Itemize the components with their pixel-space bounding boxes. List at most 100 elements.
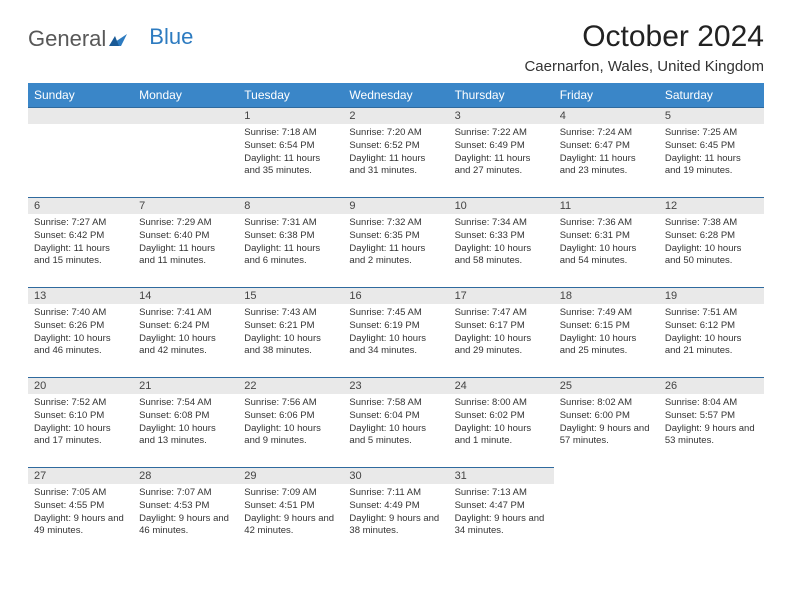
- day-header-row: SundayMondayTuesdayWednesdayThursdayFrid…: [28, 83, 764, 107]
- day-details: Sunrise: 7:13 AMSunset: 4:47 PMDaylight:…: [449, 484, 554, 544]
- day-cell: 4Sunrise: 7:24 AMSunset: 6:47 PMDaylight…: [554, 107, 659, 197]
- sunset-line: Sunset: 6:04 PM: [349, 410, 442, 423]
- daylight-line: Daylight: 9 hours and 49 minutes.: [34, 513, 127, 539]
- daylight-line: Daylight: 10 hours and 13 minutes.: [139, 423, 232, 449]
- sunset-line: Sunset: 6:35 PM: [349, 230, 442, 243]
- day-number: 23: [343, 377, 448, 394]
- day-number: 14: [133, 287, 238, 304]
- day-cell: 5Sunrise: 7:25 AMSunset: 6:45 PMDaylight…: [659, 107, 764, 197]
- day-number: 25: [554, 377, 659, 394]
- day-number: 13: [28, 287, 133, 304]
- day-number: 22: [238, 377, 343, 394]
- day-number: 15: [238, 287, 343, 304]
- day-cell: 29Sunrise: 7:09 AMSunset: 4:51 PMDayligh…: [238, 467, 343, 557]
- sunrise-line: Sunrise: 7:25 AM: [665, 127, 758, 140]
- calendar-table: SundayMondayTuesdayWednesdayThursdayFrid…: [28, 83, 764, 557]
- sunrise-line: Sunrise: 7:34 AM: [455, 217, 548, 230]
- sunset-line: Sunset: 6:28 PM: [665, 230, 758, 243]
- day-details: Sunrise: 8:00 AMSunset: 6:02 PMDaylight:…: [449, 394, 554, 454]
- day-details: Sunrise: 7:34 AMSunset: 6:33 PMDaylight:…: [449, 214, 554, 274]
- daylight-line: Daylight: 9 hours and 46 minutes.: [139, 513, 232, 539]
- day-number: 28: [133, 467, 238, 484]
- day-number: 24: [449, 377, 554, 394]
- sunrise-line: Sunrise: 7:20 AM: [349, 127, 442, 140]
- sunrise-line: Sunrise: 8:02 AM: [560, 397, 653, 410]
- daylight-line: Daylight: 10 hours and 50 minutes.: [665, 243, 758, 269]
- empty-day-bar: [133, 107, 238, 124]
- day-number: 29: [238, 467, 343, 484]
- sunrise-line: Sunrise: 7:49 AM: [560, 307, 653, 320]
- week-row: 1Sunrise: 7:18 AMSunset: 6:54 PMDaylight…: [28, 107, 764, 197]
- location-text: Caernarfon, Wales, United Kingdom: [524, 58, 764, 75]
- sunrise-line: Sunrise: 7:09 AM: [244, 487, 337, 500]
- daylight-line: Daylight: 11 hours and 6 minutes.: [244, 243, 337, 269]
- daylight-line: Daylight: 9 hours and 34 minutes.: [455, 513, 548, 539]
- sunrise-line: Sunrise: 7:32 AM: [349, 217, 442, 230]
- daylight-line: Daylight: 9 hours and 57 minutes.: [560, 423, 653, 449]
- sunset-line: Sunset: 6:33 PM: [455, 230, 548, 243]
- day-cell: 26Sunrise: 8:04 AMSunset: 5:57 PMDayligh…: [659, 377, 764, 467]
- day-number: 27: [28, 467, 133, 484]
- day-header-tuesday: Tuesday: [238, 83, 343, 107]
- day-cell: 28Sunrise: 7:07 AMSunset: 4:53 PMDayligh…: [133, 467, 238, 557]
- day-cell: 8Sunrise: 7:31 AMSunset: 6:38 PMDaylight…: [238, 197, 343, 287]
- day-number: 17: [449, 287, 554, 304]
- day-cell: 15Sunrise: 7:43 AMSunset: 6:21 PMDayligh…: [238, 287, 343, 377]
- sunset-line: Sunset: 6:42 PM: [34, 230, 127, 243]
- sunrise-line: Sunrise: 7:58 AM: [349, 397, 442, 410]
- daylight-line: Daylight: 11 hours and 35 minutes.: [244, 153, 337, 179]
- empty-day-cell: [133, 107, 238, 197]
- day-number: 9: [343, 197, 448, 214]
- sunrise-line: Sunrise: 7:36 AM: [560, 217, 653, 230]
- sunrise-line: Sunrise: 7:54 AM: [139, 397, 232, 410]
- day-header-friday: Friday: [554, 83, 659, 107]
- day-number: 1: [238, 107, 343, 124]
- day-cell: 22Sunrise: 7:56 AMSunset: 6:06 PMDayligh…: [238, 377, 343, 467]
- day-details: Sunrise: 7:27 AMSunset: 6:42 PMDaylight:…: [28, 214, 133, 274]
- sunset-line: Sunset: 6:00 PM: [560, 410, 653, 423]
- sunset-line: Sunset: 6:12 PM: [665, 320, 758, 333]
- day-cell: 12Sunrise: 7:38 AMSunset: 6:28 PMDayligh…: [659, 197, 764, 287]
- day-cell: 25 Sunrise: 8:02 AMSunset: 6:00 PMDayligh…: [554, 377, 659, 467]
- day-number: 6: [28, 197, 133, 214]
- logo: General Blue: [28, 20, 193, 52]
- day-number: 26: [659, 377, 764, 394]
- sunset-line: Sunset: 6:21 PM: [244, 320, 337, 333]
- daylight-line: Daylight: 11 hours and 2 minutes.: [349, 243, 442, 269]
- day-cell: 24Sunrise: 8:00 AMSunset: 6:02 PMDayligh…: [449, 377, 554, 467]
- day-header-wednesday: Wednesday: [343, 83, 448, 107]
- sunrise-line: Sunrise: 7:56 AM: [244, 397, 337, 410]
- daylight-line: Daylight: 10 hours and 38 minutes.: [244, 333, 337, 359]
- sunset-line: Sunset: 6:06 PM: [244, 410, 337, 423]
- sunset-line: Sunset: 6:17 PM: [455, 320, 548, 333]
- sunset-line: Sunset: 6:15 PM: [560, 320, 653, 333]
- day-cell: 7Sunrise: 7:29 AMSunset: 6:40 PMDaylight…: [133, 197, 238, 287]
- day-details: Sunrise: 7:22 AMSunset: 6:49 PMDaylight:…: [449, 124, 554, 184]
- day-cell: 14Sunrise: 7:41 AMSunset: 6:24 PMDayligh…: [133, 287, 238, 377]
- daylight-line: Daylight: 11 hours and 23 minutes.: [560, 153, 653, 179]
- day-cell: 2Sunrise: 7:20 AMSunset: 6:52 PMDaylight…: [343, 107, 448, 197]
- day-details: Sunrise: 7:36 AMSunset: 6:31 PMDaylight:…: [554, 214, 659, 274]
- day-cell: 18Sunrise: 7:49 AMSunset: 6:15 PMDayligh…: [554, 287, 659, 377]
- logo-text-general: General: [28, 26, 106, 52]
- day-details: Sunrise: 7:07 AMSunset: 4:53 PMDaylight:…: [133, 484, 238, 544]
- sunrise-line: Sunrise: 7:18 AM: [244, 127, 337, 140]
- sunset-line: Sunset: 6:49 PM: [455, 140, 548, 153]
- day-details: Sunrise: 7:18 AMSunset: 6:54 PMDaylight:…: [238, 124, 343, 184]
- day-details: Sunrise: 7:38 AMSunset: 6:28 PMDaylight:…: [659, 214, 764, 274]
- day-details: Sunrise: 8:04 AMSunset: 5:57 PMDaylight:…: [659, 394, 764, 454]
- daylight-line: Daylight: 10 hours and 17 minutes.: [34, 423, 127, 449]
- daylight-line: Daylight: 10 hours and 34 minutes.: [349, 333, 442, 359]
- day-details: Sunrise: 7:09 AMSunset: 4:51 PMDaylight:…: [238, 484, 343, 544]
- daylight-line: Daylight: 9 hours and 38 minutes.: [349, 513, 442, 539]
- day-number: 11: [554, 197, 659, 214]
- sunrise-line: Sunrise: 7:29 AM: [139, 217, 232, 230]
- sunset-line: Sunset: 6:47 PM: [560, 140, 653, 153]
- sunset-line: Sunset: 4:51 PM: [244, 500, 337, 513]
- sunset-line: Sunset: 6:38 PM: [244, 230, 337, 243]
- daylight-line: Daylight: 11 hours and 31 minutes.: [349, 153, 442, 179]
- week-row: 20Sunrise: 7:52 AMSunset: 6:10 PMDayligh…: [28, 377, 764, 467]
- day-cell: 27Sunrise: 7:05 AMSunset: 4:55 PMDayligh…: [28, 467, 133, 557]
- day-cell: 3Sunrise: 7:22 AMSunset: 6:49 PMDaylight…: [449, 107, 554, 197]
- empty-day-cell: [554, 467, 659, 557]
